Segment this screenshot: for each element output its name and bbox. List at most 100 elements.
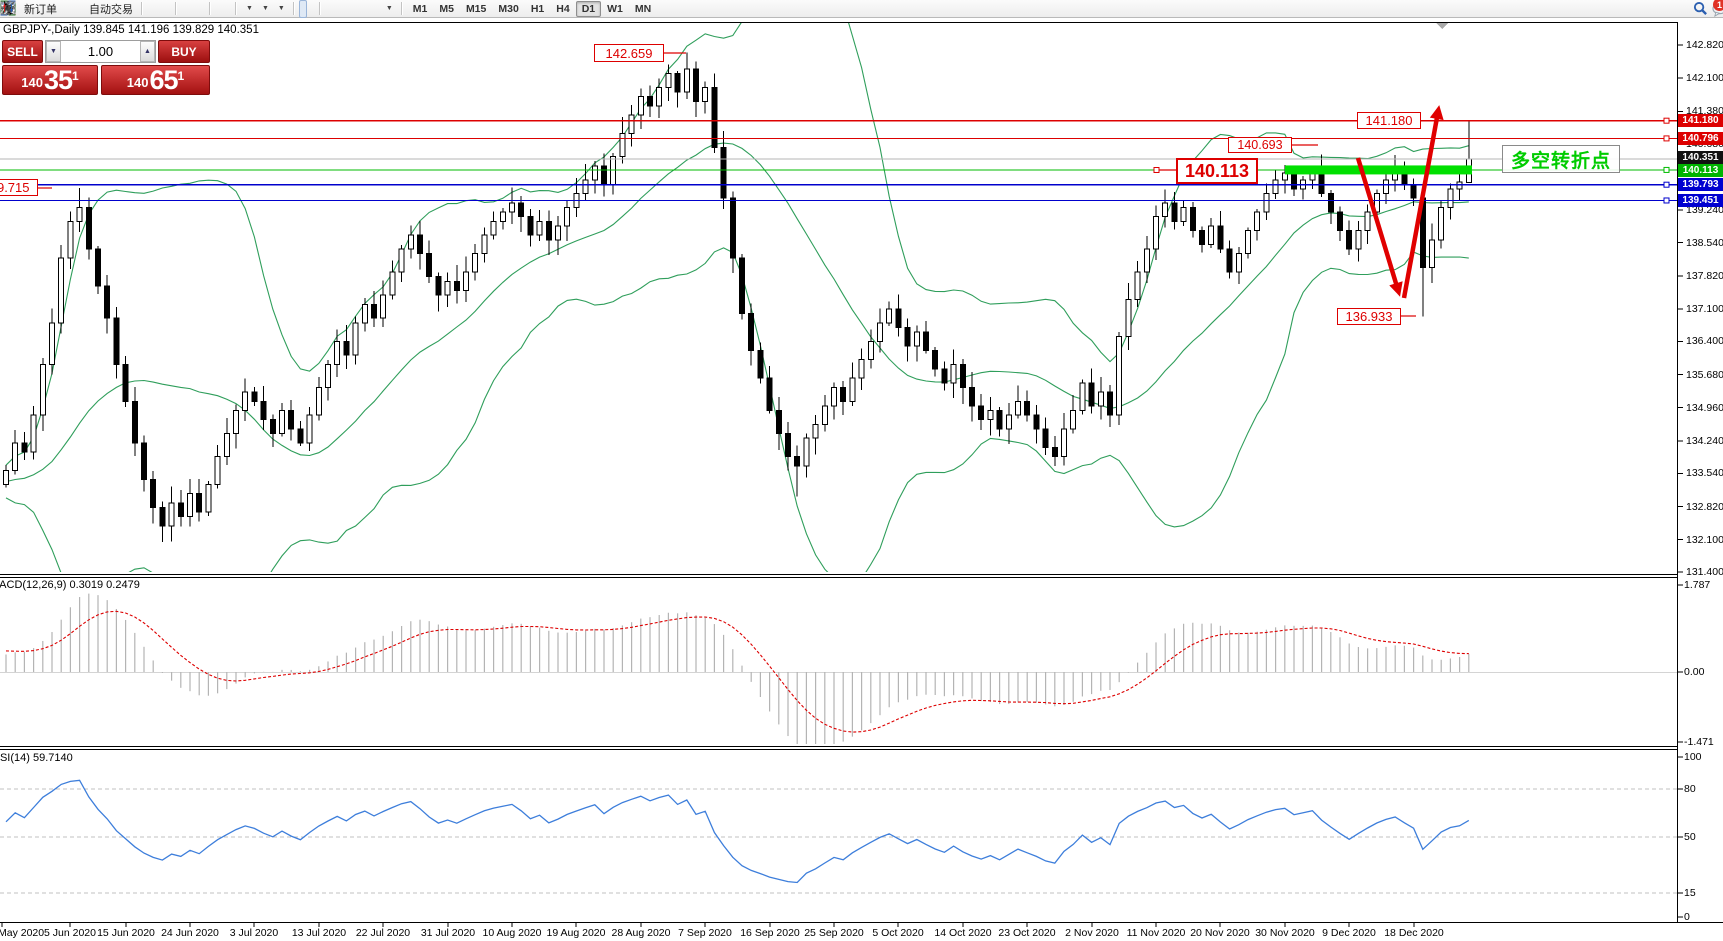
price-tick-label: 137.820	[1686, 269, 1723, 282]
timeframe-mn[interactable]: MN	[634, 2, 652, 15]
buy-price-main: 140	[126, 75, 149, 90]
chat-badge: 1	[1713, 0, 1723, 11]
timeframe-m5[interactable]: M5	[439, 2, 454, 15]
sell-price-button[interactable]: 140 35 1	[2, 65, 98, 95]
dropdown-caret-icon: ▼	[277, 5, 285, 12]
bollinger-bands	[5, 23, 1469, 572]
timeframe-m1[interactable]: M1	[412, 2, 428, 15]
time-axis-label: 31 Jul 2020	[420, 927, 476, 939]
time-axis-label: 14 Oct 2020	[934, 927, 992, 939]
annotation-low-price[interactable]: 136.933	[1337, 308, 1401, 325]
rsi-label: RSI(14) 59.7140	[0, 752, 73, 764]
price-tick-label: 134.960	[1686, 401, 1723, 414]
timeframe-m30[interactable]: M30	[498, 2, 519, 15]
sell-button[interactable]: SELL	[2, 40, 43, 63]
arrows-button[interactable]: ▼	[3, 0, 397, 18]
time-axis-label: 9 Dec 2020	[1322, 927, 1376, 939]
time-axis-label: 28 Aug 2020	[611, 927, 671, 939]
annotation-left-level[interactable]: 139.715	[0, 179, 38, 196]
rsi-axis-label: 0	[1684, 911, 1690, 923]
price-tick-label: 138.540	[1686, 236, 1723, 249]
svg-text:A: A	[3, 1, 13, 16]
trend-arrow-up	[1401, 105, 1444, 299]
time-axis-label: 22 Jul 2020	[355, 927, 411, 939]
annotation-resistance2[interactable]: 140.693	[1228, 137, 1292, 153]
timeframe-w1[interactable]: W1	[607, 2, 623, 15]
annotation-pivot-price[interactable]: 140.113	[1176, 158, 1258, 184]
candlesticks	[3, 52, 1472, 543]
macd-axis-label: 1.787	[1684, 579, 1711, 591]
volume-decrease-button[interactable]: ▼	[46, 41, 61, 62]
time-axis-label: 18 Dec 2020	[1384, 927, 1444, 939]
text-button[interactable]: A	[3, 0, 373, 18]
price-tick-label: 133.540	[1686, 467, 1723, 480]
rsi-panel	[0, 779, 1677, 894]
search-icon	[1693, 1, 1707, 15]
timeframe-d1[interactable]: D1	[575, 0, 602, 17]
buy-button[interactable]: BUY	[158, 40, 210, 63]
price-tick-label: 134.240	[1686, 434, 1723, 447]
time-axis-label: May 2020	[0, 927, 45, 939]
annotation-peak-price[interactable]: 142.659	[594, 44, 664, 62]
annotation-note-text[interactable]: 多空转折点	[1502, 145, 1620, 173]
annotation-resistance1[interactable]: 141.180	[1357, 112, 1421, 129]
rsi-axis-label: 50	[1684, 831, 1696, 843]
textA-icon: A	[3, 1, 13, 16]
one-click-trading-panel: SELL ▼ 1.00 ▲ BUY 140 35 1 140 65 1	[2, 40, 210, 96]
price-tick-label: 137.100	[1686, 302, 1723, 315]
time-axis-label: 24 Jun 2020	[161, 927, 219, 939]
labelT-icon: T	[1, 1, 15, 15]
price-badge: 140.351	[1678, 151, 1723, 164]
price-tick-label: 135.680	[1686, 368, 1723, 381]
volume-stepper[interactable]: ▼ 1.00 ▲	[45, 40, 156, 63]
pivot-highlight-bar	[1285, 165, 1472, 175]
buy-price-button[interactable]: 140 65 1	[101, 65, 210, 95]
toolbar-separator	[318, 2, 321, 15]
toolbar-separator	[235, 2, 237, 15]
price-tick-label: 132.820	[1686, 500, 1723, 513]
time-axis-label: 30 Nov 2020	[1255, 927, 1315, 939]
toolbar-separator	[292, 2, 295, 15]
buy-price-pips: 65	[149, 64, 178, 95]
price-badge: 139.793	[1678, 178, 1723, 191]
rsi-axis-label: 80	[1684, 783, 1696, 795]
dropdown-caret-icon: ▼	[246, 5, 253, 12]
price-tick-label: 142.820	[1686, 39, 1723, 51]
timeframe-m15[interactable]: M15	[465, 2, 487, 15]
macd-axis-label: 0.00	[1684, 666, 1705, 678]
time-axis-label: 5 Jun 2020	[44, 927, 96, 939]
price-tick-label: 132.100	[1686, 533, 1723, 546]
label-button[interactable]: T	[1, 0, 381, 18]
sell-price-pips: 35	[43, 64, 73, 95]
chat-button[interactable]: 1	[1711, 0, 1723, 19]
time-axis-label: 13 Jul 2020	[291, 927, 347, 939]
dropdown-caret-icon: ▼	[261, 5, 269, 12]
volume-increase-button[interactable]: ▲	[140, 41, 155, 62]
price-badge: 139.451	[1678, 194, 1723, 207]
search-button[interactable]	[1693, 1, 1707, 19]
timeframe-h1[interactable]: H1	[530, 2, 545, 15]
dropdown-caret-icon: ▼	[385, 5, 393, 12]
svg-text:F: F	[9, 11, 13, 17]
volume-value[interactable]: 1.00	[87, 44, 114, 59]
svg-text:T: T	[5, 3, 12, 15]
new-order-button-label: 新订单	[24, 3, 57, 16]
toolbar-separator	[400, 2, 403, 15]
toolbar-separator	[209, 2, 211, 15]
scroll-to-end-marker	[1436, 23, 1448, 29]
time-axis-label: 16 Sep 2020	[740, 927, 800, 939]
toolbar-separator	[175, 2, 177, 15]
toolbar-separator	[141, 2, 143, 15]
time-axis-label: 10 Aug 2020	[482, 927, 542, 939]
timeframe-h4[interactable]: H4	[556, 2, 570, 15]
macd-panel	[0, 593, 1677, 744]
macd-label: MACD(12,26,9) 0.3019 0.2479	[0, 579, 140, 591]
time-axis-label: 2 Nov 2020	[1065, 927, 1119, 939]
price-tick-label: 139.240	[1686, 204, 1723, 217]
time-axis-label: 25 Sep 2020	[804, 927, 864, 939]
symbol-info: GBPJPY-,Daily 139.845 141.196 139.829 14…	[3, 24, 259, 36]
arrows-icon	[3, 3, 13, 13]
sell-price-main: 140	[21, 75, 43, 90]
